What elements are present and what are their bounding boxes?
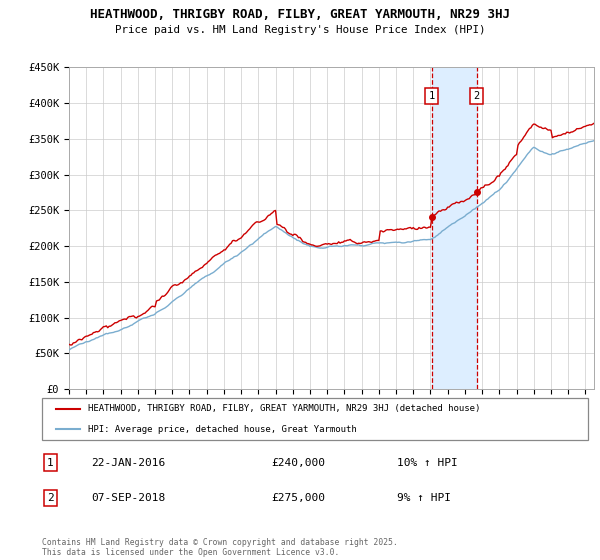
Text: HPI: Average price, detached house, Great Yarmouth: HPI: Average price, detached house, Grea…	[88, 424, 357, 433]
Bar	[431, 67, 476, 389]
Text: £240,000: £240,000	[271, 458, 325, 468]
Text: 1: 1	[47, 458, 53, 468]
Text: £275,000: £275,000	[271, 493, 325, 503]
Text: 9% ↑ HPI: 9% ↑ HPI	[397, 493, 451, 503]
Text: Contains HM Land Registry data © Crown copyright and database right 2025.
This d: Contains HM Land Registry data © Crown c…	[42, 538, 398, 557]
Text: 2: 2	[47, 493, 53, 503]
Text: 07-SEP-2018: 07-SEP-2018	[91, 493, 166, 503]
Text: 10% ↑ HPI: 10% ↑ HPI	[397, 458, 458, 468]
Text: HEATHWOOD, THRIGBY ROAD, FILBY, GREAT YARMOUTH, NR29 3HJ (detached house): HEATHWOOD, THRIGBY ROAD, FILBY, GREAT YA…	[88, 404, 481, 413]
Text: HEATHWOOD, THRIGBY ROAD, FILBY, GREAT YARMOUTH, NR29 3HJ: HEATHWOOD, THRIGBY ROAD, FILBY, GREAT YA…	[90, 8, 510, 21]
Text: Price paid vs. HM Land Registry's House Price Index (HPI): Price paid vs. HM Land Registry's House …	[115, 25, 485, 35]
Text: 1: 1	[428, 91, 434, 101]
Text: 2: 2	[473, 91, 480, 101]
FancyBboxPatch shape	[42, 398, 588, 440]
Text: 22-JAN-2016: 22-JAN-2016	[91, 458, 166, 468]
